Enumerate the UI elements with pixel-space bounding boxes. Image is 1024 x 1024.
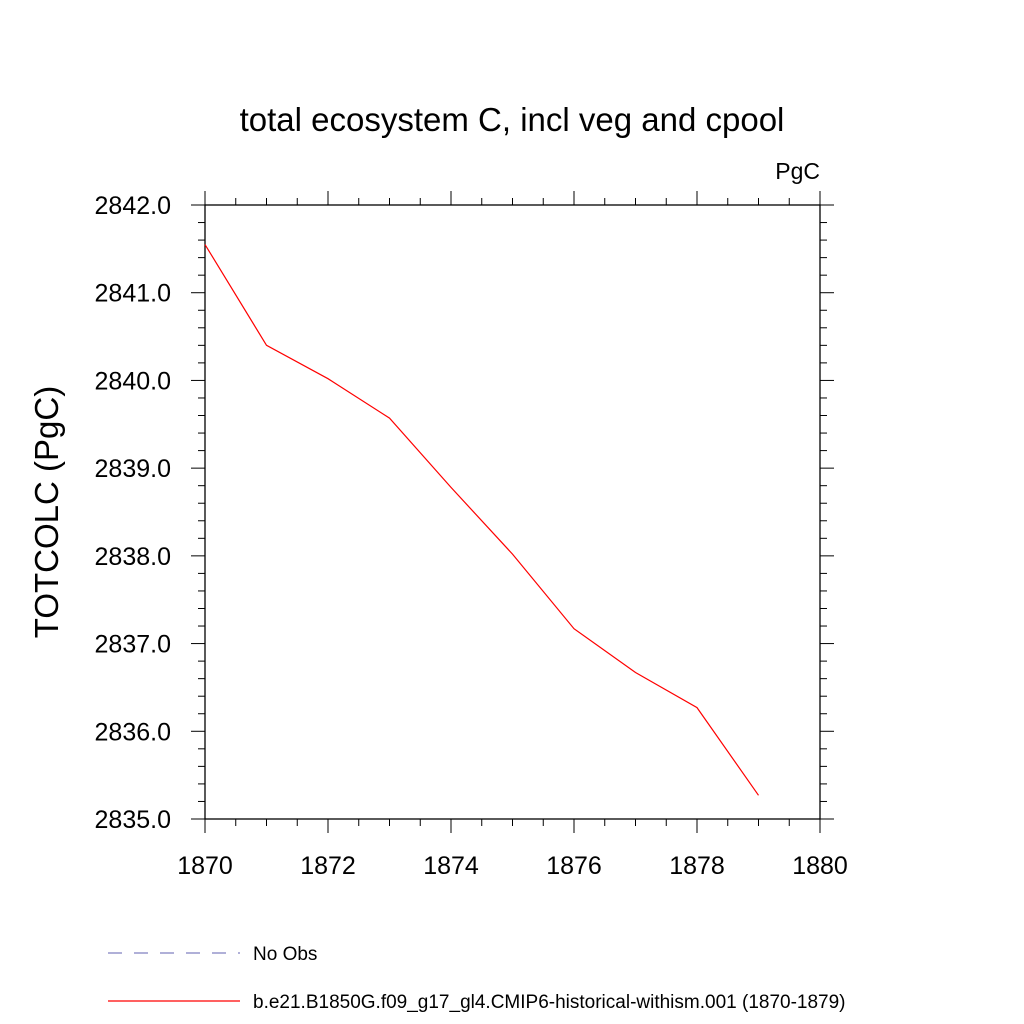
y-tick-labels: 2835.0 2836.0 2837.0 2838.0 2839.0 2840.0 2841… xyxy=(95,192,171,834)
units-label: PgC xyxy=(775,158,820,184)
x-tick-label: 1878 xyxy=(669,852,725,880)
y-tick-label: 2838.0 xyxy=(95,543,171,571)
x-tick-label: 1880 xyxy=(792,852,848,880)
series-line xyxy=(204,244,759,796)
x-tick-label: 1876 xyxy=(546,852,602,880)
legend-label: No Obs xyxy=(253,944,317,965)
x-tick-label: 1872 xyxy=(300,852,356,880)
x-tick-labels: 1870 1872 1874 1876 1878 1880 xyxy=(177,852,848,880)
y-tick-label: 2839.0 xyxy=(95,455,171,483)
chart-title: total ecosystem C, incl veg and cpool xyxy=(240,101,785,138)
x-tick-label: 1874 xyxy=(423,852,479,880)
legend-label: b.e21.B1850G.f09_g17_gl4.CMIP6-historica… xyxy=(253,992,846,1013)
y-axis-label: TOTCOLC (PgC) xyxy=(28,386,65,638)
y-tick-label: 2841.0 xyxy=(95,280,171,308)
plot-border xyxy=(204,204,821,820)
y-tick-label: 2840.0 xyxy=(95,367,171,395)
y-tick-label: 2836.0 xyxy=(95,718,171,746)
y-tick-label: 2842.0 xyxy=(95,192,171,220)
legend: No Obs b.e21.B1850G.f09_g17_gl4.CMIP6-his… xyxy=(108,944,846,1013)
minor-ticks xyxy=(198,198,827,826)
series-layer xyxy=(204,244,759,796)
y-tick-label: 2837.0 xyxy=(95,631,171,659)
plot-frame xyxy=(204,204,821,820)
x-tick-label: 1870 xyxy=(177,852,233,880)
y-tick-label: 2835.0 xyxy=(95,806,171,834)
major-ticks xyxy=(191,191,834,833)
